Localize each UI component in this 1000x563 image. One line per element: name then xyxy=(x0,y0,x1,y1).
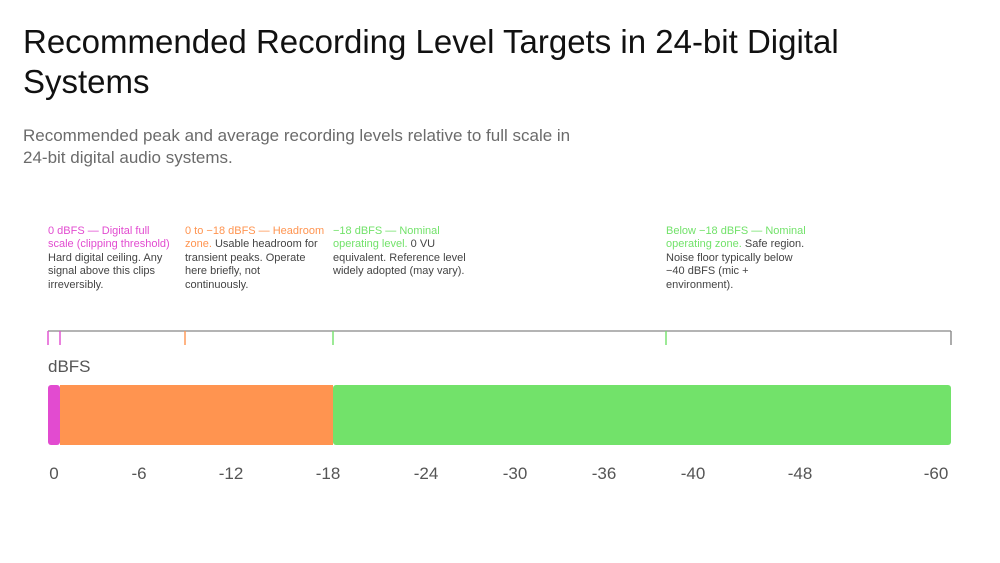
x-tick-label: -18 xyxy=(315,464,341,483)
x-tick-label: 0 xyxy=(49,464,59,483)
annotation-headroom: 0 to −18 dBFS — Headroom zone. Usable he… xyxy=(185,225,325,292)
annotation-nominal-level-body: 0 VU equivalent. Reference level widely … xyxy=(333,238,466,278)
annotation-clipping-head: 0 dBFS — Digital full scale (clipping th… xyxy=(48,225,170,251)
annotation-nominal-zone: Below −18 dBFS — Nominal operating zone.… xyxy=(666,225,806,292)
bar-segment xyxy=(333,385,951,445)
annotation-nominal-level: −18 dBFS — Nominal operating level. 0 VU… xyxy=(333,225,473,279)
y-axis-label: dBFS xyxy=(48,357,91,376)
bar-segment xyxy=(60,385,333,445)
x-tick-label: -36 xyxy=(591,464,617,483)
level-bar xyxy=(48,385,951,445)
annotation-nominal-level-head: −18 dBFS — Nominal operating level. xyxy=(333,225,440,251)
x-tick-label: -24 xyxy=(413,464,439,483)
bar-segment xyxy=(48,385,60,445)
chart-subtitle: Recommended peak and average recording l… xyxy=(23,126,571,167)
marker-axis xyxy=(47,330,952,345)
annotation-nominal-zone-head: Below −18 dBFS — Nominal operating zone. xyxy=(666,225,806,251)
chart-title: Recommended Recording Level Targets in 2… xyxy=(23,23,839,100)
annotation-clipping-body: Hard digital ceiling. Any signal above t… xyxy=(48,251,163,291)
x-tick-label: -6 xyxy=(131,464,147,483)
x-tick-label: -40 xyxy=(680,464,706,483)
annotation-headroom-body: Usable headroom for transient peaks. Ope… xyxy=(185,238,318,291)
x-tick-label: -30 xyxy=(502,464,528,483)
annotation-clipping: 0 dBFS — Digital full scale (clipping th… xyxy=(48,225,173,292)
x-tick-label: -12 xyxy=(218,464,244,483)
x-tick-label: -60 xyxy=(923,464,949,483)
annotation-nominal-zone-body: Safe region. Noise floor typically below… xyxy=(666,238,805,291)
x-tick-label: -48 xyxy=(787,464,813,483)
annotation-headroom-head: 0 to −18 dBFS — Headroom zone. xyxy=(185,225,325,251)
